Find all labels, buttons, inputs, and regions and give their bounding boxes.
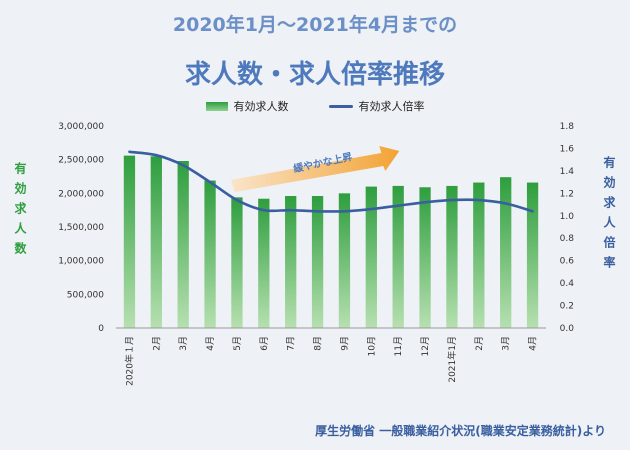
y-right-tick-3: 0.6 [560, 257, 575, 267]
y-right-tick-1: 0.2 [560, 302, 574, 312]
x-tick-1: 2月 [151, 336, 162, 351]
x-tick-8: 9月 [339, 336, 350, 351]
bar-7 [311, 196, 324, 328]
bar-9 [365, 186, 377, 328]
bar-8 [338, 193, 351, 328]
x-tick-2: 3月 [178, 336, 189, 351]
bar-4 [231, 197, 243, 328]
bar-10 [392, 185, 404, 328]
y-right-tick-0: 0.0 [560, 324, 575, 334]
x-tick-9: 10月 [366, 336, 377, 356]
x-tick-15: 4月 [528, 336, 539, 351]
x-tick-3: 4月 [205, 336, 216, 351]
bar-11 [419, 187, 431, 328]
legend-swatch-bar [205, 101, 228, 111]
bar-1 [150, 156, 162, 328]
y-right-tick-5: 1.0 [560, 212, 575, 222]
source-note: 厚生労働省 一般職業紹介状況(職業安定業務統計)より [315, 424, 606, 438]
x-tick-14: 3月 [501, 336, 512, 351]
legend-label-line: 有効求人倍率 [358, 100, 425, 113]
x-tick-4: 5月 [232, 336, 243, 351]
y-left-tick-5: 2,500,000 [58, 156, 104, 166]
x-tick-0: 2020年１月 [123, 336, 135, 386]
bar-5 [258, 198, 270, 328]
bar-6 [285, 196, 297, 328]
legend-swatch-line [328, 104, 353, 108]
bar-14 [500, 177, 512, 328]
x-tick-12: 2021年1月 [446, 336, 458, 383]
line-series [128, 150, 534, 213]
legend-label-bars: 有効求人数 [233, 100, 289, 113]
x-tick-7: 8月 [313, 336, 324, 351]
x-tick-13: 2月 [474, 336, 485, 351]
bar-12 [446, 185, 458, 328]
y-left-tick-4: 2,000,000 [58, 189, 104, 199]
y-right-tick-8: 1.6 [560, 144, 575, 154]
bar-2 [177, 161, 189, 328]
y-right-tick-9: 1.8 [560, 122, 575, 132]
y-left-tick-6: 3,000,000 [58, 122, 104, 132]
x-tick-5: 6月 [259, 336, 270, 351]
x-tick-11: 12月 [420, 336, 431, 356]
trend-arrow [230, 146, 400, 192]
y-right-tick-2: 0.4 [560, 279, 575, 289]
y-right-tick-7: 1.4 [560, 167, 575, 177]
bar-3 [204, 180, 216, 328]
y-left-tick-1: 500,000 [67, 290, 104, 300]
legend-item-bars: 有効求人数 [205, 98, 289, 114]
y-right-tick-4: 0.8 [560, 234, 575, 244]
y-right-tick-6: 1.2 [560, 189, 574, 199]
y-left-tick-3: 1,500,000 [58, 223, 104, 233]
legend: 有効求人数 有効求人倍率 [0, 98, 630, 114]
right-axis-label: 有効求人倍率 [602, 156, 616, 276]
x-tick-6: 7月 [286, 336, 297, 351]
left-axis-label: 有効求人数 [13, 162, 27, 262]
y-left-tick-2: 1,000,000 [58, 257, 104, 267]
x-tick-10: 11月 [393, 336, 404, 356]
legend-item-line: 有効求人倍率 [328, 98, 425, 114]
y-left-tick-0: 0 [98, 324, 104, 334]
chart-subtitle: 2020年1月～2021年4月までの [172, 14, 458, 36]
bar-0 [123, 155, 136, 328]
bar-15 [526, 182, 539, 328]
bar-13 [473, 182, 485, 328]
chart-title: 求人数・求人倍率推移 [184, 60, 445, 90]
